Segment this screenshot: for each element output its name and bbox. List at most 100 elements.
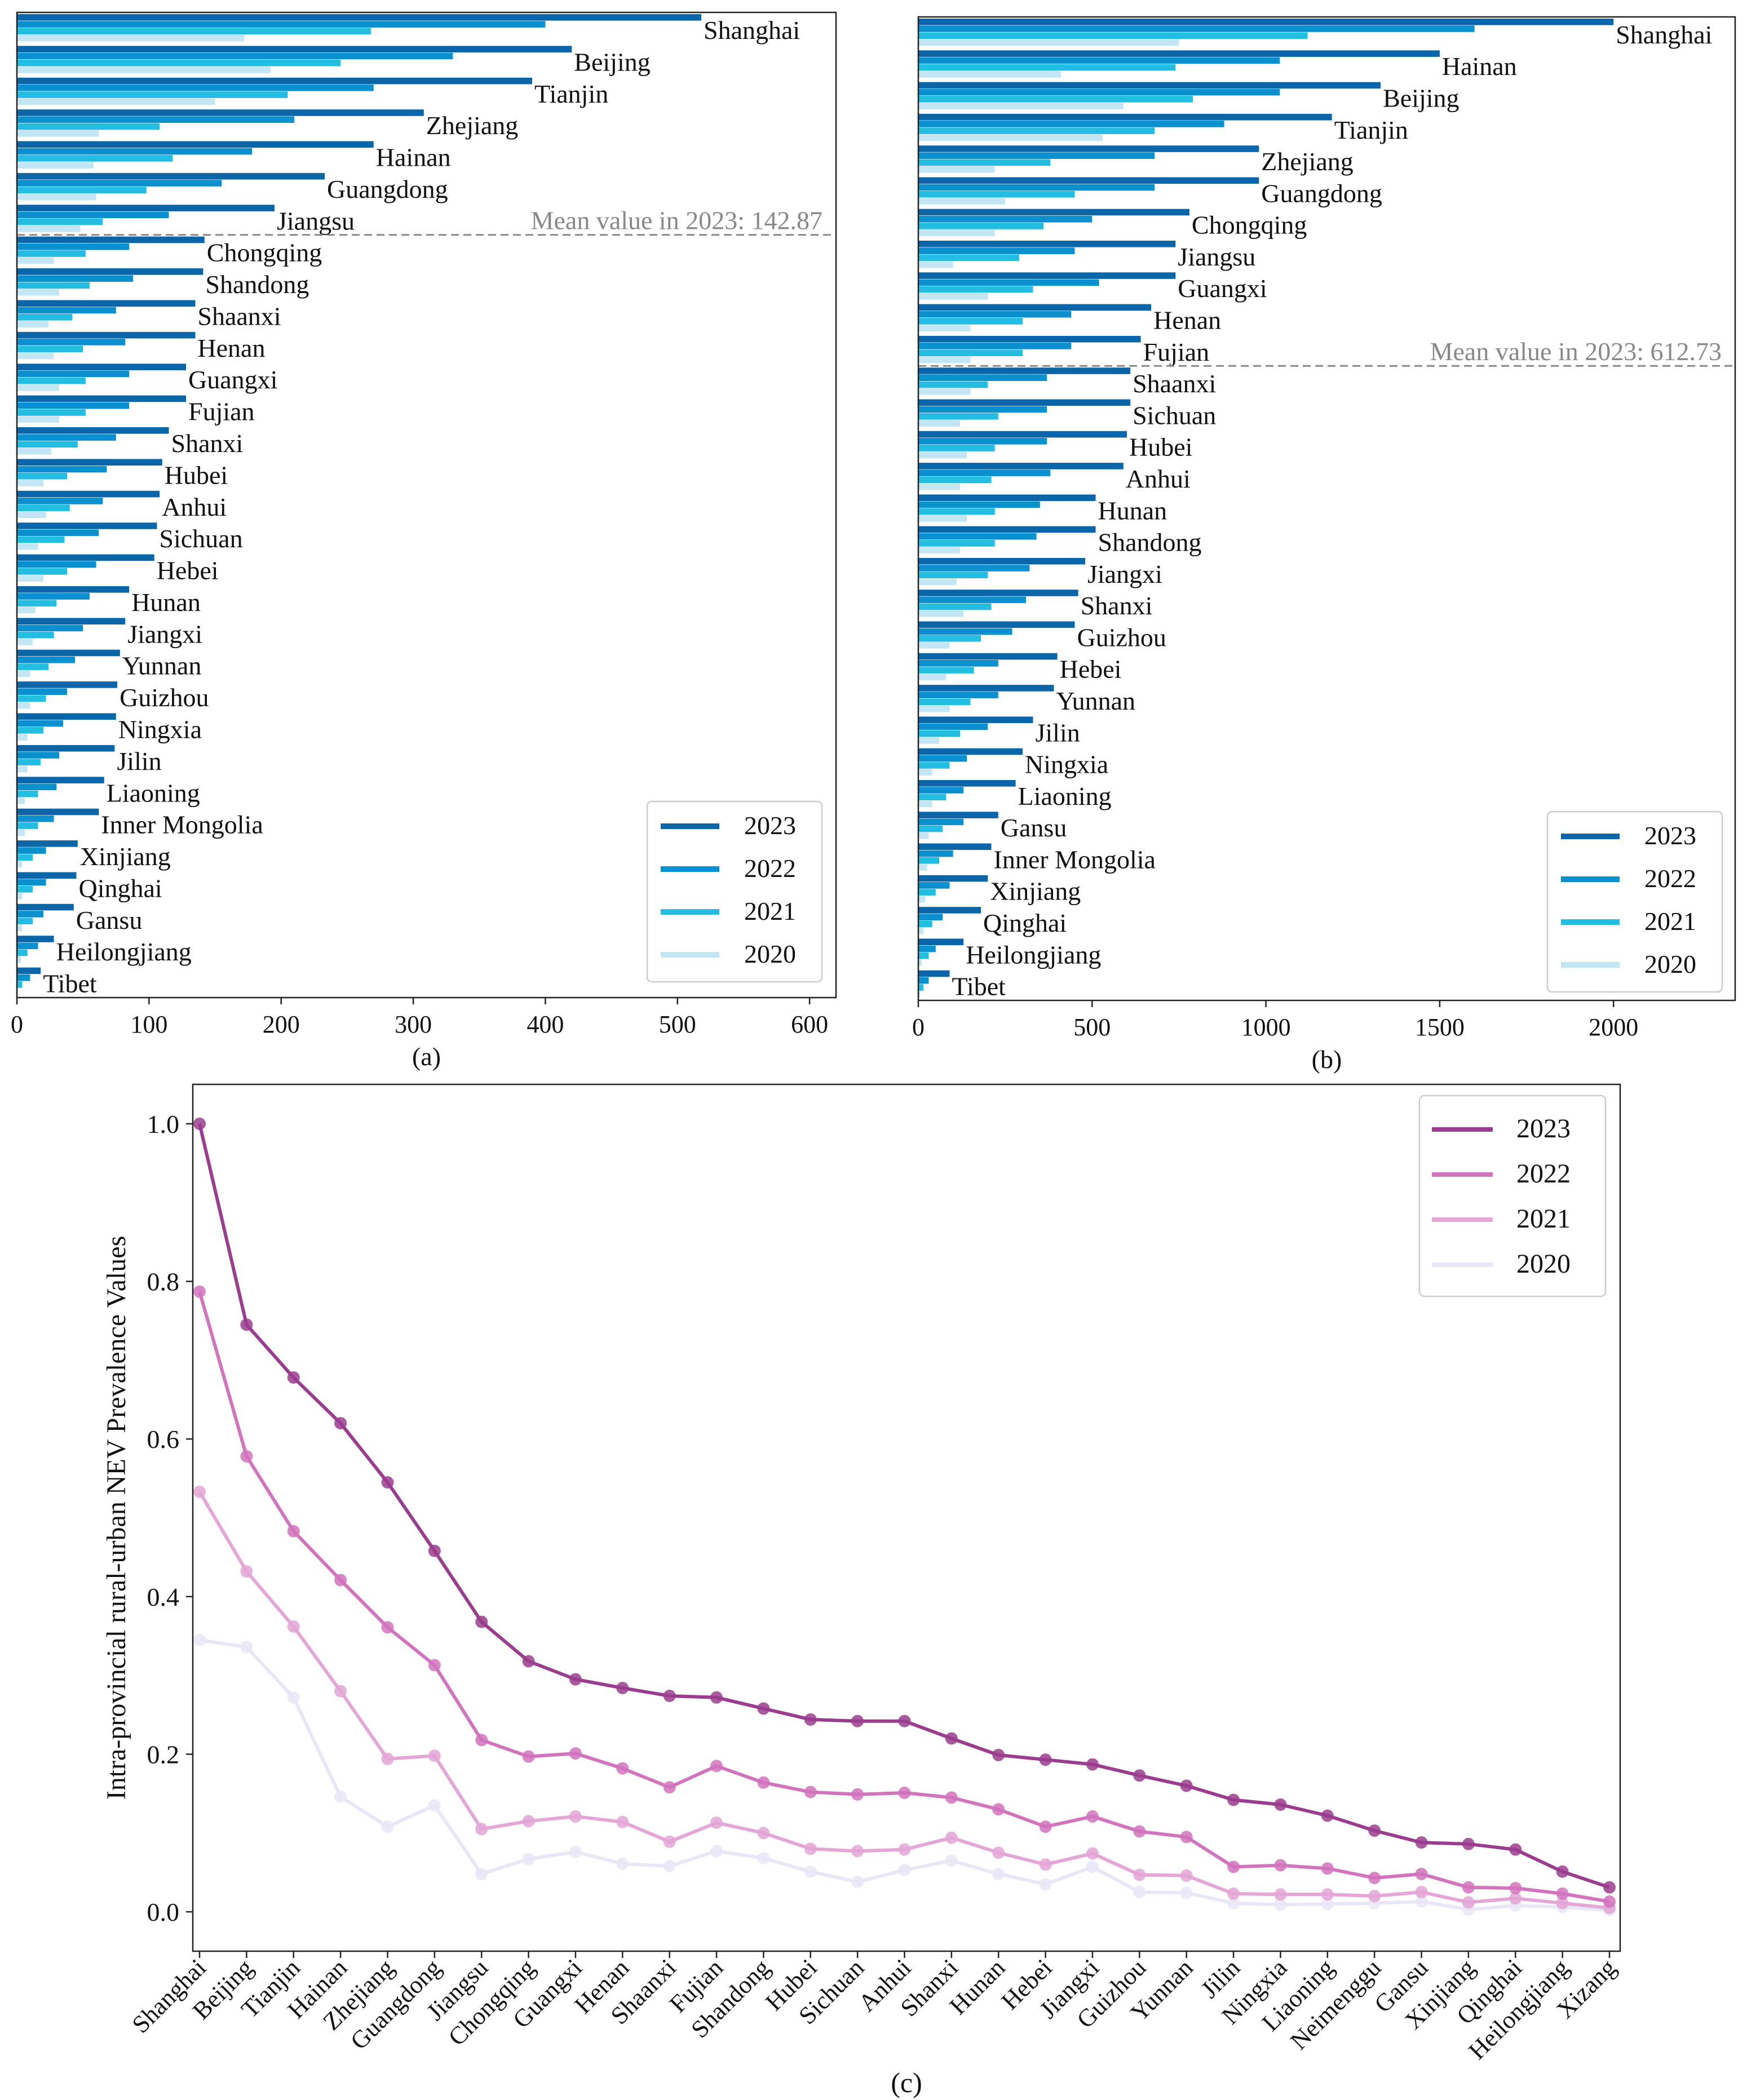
category-label-a-ningxia: Ningxia — [118, 715, 202, 744]
bar-b-shandong-2021 — [918, 540, 995, 547]
category-label-a-liaoning: Liaoning — [107, 778, 200, 807]
bar-a-chongqing-2022 — [17, 243, 130, 250]
point-2023-guizhou — [1133, 1769, 1146, 1782]
subcaption-a: (a) — [412, 1042, 441, 1071]
bar-b-zhejiang-2023 — [918, 145, 1259, 152]
y-tick-label-c-0.4: 0.4 — [147, 1583, 180, 1611]
bar-a-shandong-2023 — [17, 268, 204, 275]
bar-b-yunnan-2023 — [918, 685, 1054, 692]
bar-b-henan-2020 — [918, 325, 971, 331]
bar-a-chongqing-2021 — [17, 250, 86, 257]
point-2020-shanxi — [945, 1854, 958, 1867]
bar-b-hunan-2023 — [918, 494, 1096, 501]
point-2023-chongqing — [522, 1655, 535, 1668]
bar-b-xinjiang-2022 — [918, 882, 950, 889]
bar-a-xinjiang-2021 — [17, 854, 33, 861]
point-2021-jilin — [1227, 1887, 1240, 1900]
legend-label-c-2021: 2021 — [1516, 1204, 1571, 1234]
category-label-b-anhui: Anhui — [1126, 464, 1191, 493]
point-2022-ningxia — [1274, 1859, 1287, 1872]
point-2022-guangdong — [428, 1659, 441, 1672]
bar-b-tibet-2020 — [918, 991, 921, 998]
point-2022-jilin — [1227, 1860, 1240, 1873]
bar-a-fujian-2022 — [17, 402, 130, 409]
bar-a-guangdong-2020 — [17, 193, 96, 201]
bar-a-sichuan-2023 — [17, 522, 157, 529]
bar-a-anhui-2023 — [17, 490, 160, 498]
point-2021-tianjin — [287, 1620, 300, 1633]
bar-b-tibet-2023 — [918, 970, 950, 977]
point-2021-anhui — [898, 1843, 911, 1856]
point-2020-anhui — [898, 1864, 911, 1876]
bar-a-tibet-2023 — [17, 967, 41, 974]
point-2021-jiangsu — [475, 1823, 488, 1836]
bar-b-inner-mongolia-2022 — [918, 850, 953, 857]
point-2022-hainan — [334, 1574, 347, 1587]
category-label-a-sichuan: Sichuan — [159, 524, 242, 553]
x-tick-label-a-300: 300 — [395, 1011, 432, 1038]
y-tick-label-c-0.8: 0.8 — [147, 1268, 180, 1296]
x-tick-label-a-600: 600 — [791, 1011, 828, 1038]
bar-a-heilongjiang-2022 — [17, 942, 38, 950]
point-2021-chongqing — [522, 1815, 535, 1828]
bar-a-zhejiang-2023 — [17, 109, 424, 116]
point-2021-henan — [616, 1815, 629, 1828]
bar-b-tianjin-2021 — [918, 127, 1155, 134]
bar-b-jiangsu-2020 — [918, 261, 953, 268]
category-label-b-tibet: Tibet — [952, 972, 1006, 1001]
bar-a-anhui-2020 — [17, 511, 46, 519]
category-label-a-xinjiang: Xinjiang — [80, 842, 171, 871]
point-2020-jiangsu — [475, 1868, 488, 1880]
category-label-b-shanghai: Shanghai — [1616, 20, 1712, 49]
point-2023-qinghai — [1509, 1843, 1522, 1856]
bar-b-inner-mongolia-2021 — [918, 857, 939, 864]
category-label-b-guangxi: Guangxi — [1178, 274, 1267, 303]
bar-a-guangdong-2022 — [17, 180, 222, 187]
bar-b-hubei-2022 — [918, 438, 1047, 445]
bar-b-guizhou-2022 — [918, 628, 1012, 635]
bar-b-ningxia-2021 — [918, 762, 950, 769]
point-2022-sichuan — [851, 1788, 864, 1801]
point-2020-guangdong — [428, 1799, 441, 1812]
point-2022-henan — [616, 1762, 629, 1775]
point-2023-heilongjiang — [1556, 1865, 1569, 1878]
bar-a-henan-2022 — [17, 339, 126, 345]
bar-b-tianjin-2022 — [918, 121, 1224, 127]
bar-a-beijing-2023 — [17, 46, 572, 52]
bar-b-gansu-2022 — [918, 818, 964, 826]
bar-a-hubei-2020 — [17, 480, 43, 486]
bar-a-qinghai-2023 — [17, 872, 77, 879]
point-2022-guizhou — [1133, 1825, 1146, 1838]
point-2020-liaoning — [1321, 1898, 1334, 1911]
category-label-b-jilin: Jilin — [1036, 718, 1080, 747]
category-label-a-shanghai: Shanghai — [704, 16, 800, 45]
x-tick-label-a-200: 200 — [263, 1011, 300, 1038]
category-label-a-beijing: Beijing — [574, 47, 650, 76]
bar-a-shanxi-2023 — [17, 427, 169, 434]
bar-a-shanghai-2021 — [17, 28, 371, 35]
bar-b-chongqing-2021 — [918, 223, 1043, 229]
bar-a-jilin-2020 — [17, 765, 28, 773]
point-2022-gansu — [1415, 1868, 1428, 1880]
point-2023-liaoning — [1321, 1809, 1334, 1822]
bar-b-zhejiang-2020 — [918, 166, 995, 173]
bar-a-yunnan-2021 — [17, 663, 49, 670]
bar-a-shaanxi-2022 — [17, 307, 116, 314]
bar-a-hebei-2020 — [17, 575, 43, 582]
point-2023-fujian — [710, 1691, 723, 1704]
point-2021-hunan — [992, 1846, 1005, 1859]
point-2022-hubei — [804, 1786, 817, 1798]
point-2021-xinjiang — [1462, 1896, 1475, 1909]
bar-a-hubei-2022 — [17, 466, 107, 473]
bar-a-shanghai-2020 — [17, 34, 245, 42]
point-2022-guangxi — [569, 1747, 582, 1760]
bar-a-xinjiang-2022 — [17, 847, 46, 854]
bar-a-tianjin-2023 — [17, 77, 532, 85]
point-2021-hubei — [804, 1842, 817, 1855]
bar-a-xinjiang-2023 — [17, 840, 78, 847]
bar-b-shanxi-2022 — [918, 596, 1027, 604]
bar-b-gansu-2021 — [918, 825, 943, 832]
point-2020-hainan — [334, 1791, 347, 1803]
bar-b-hubei-2021 — [918, 445, 995, 451]
